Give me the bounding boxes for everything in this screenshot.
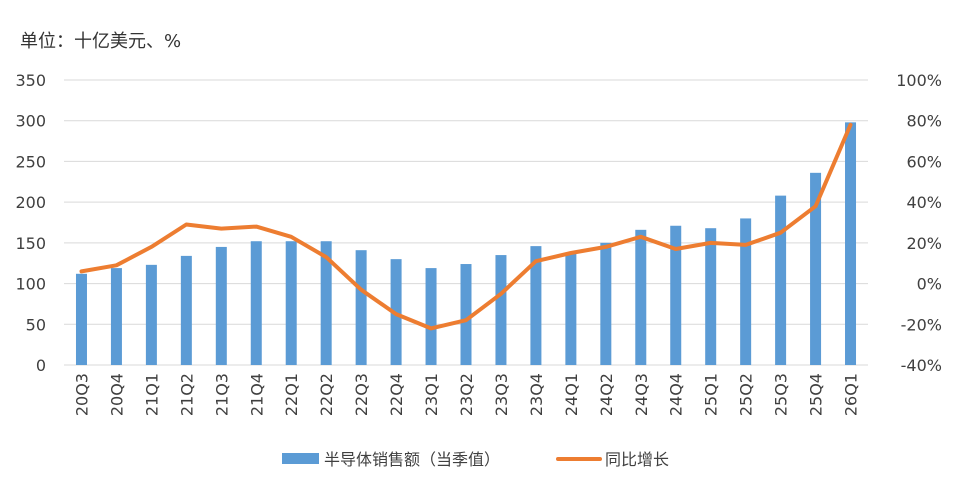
legend-bar-swatch [282,453,319,464]
x-tick-label: 20Q3 [72,373,91,416]
left-tick-label: 100 [15,275,46,294]
bar [635,230,646,365]
x-tick-label: 22Q2 [317,373,336,416]
bar [111,268,122,365]
bar [845,122,856,365]
bar [705,228,716,365]
x-tick-label: 21Q2 [177,373,196,416]
bar [251,241,262,365]
x-tick-label: 24Q1 [562,373,581,416]
right-tick-label: 40% [906,193,942,212]
bar [286,241,297,365]
left-tick-label: 50 [26,315,46,334]
right-tick-label: -20% [901,315,942,334]
x-tick-label: 24Q3 [632,373,651,416]
right-tick-label: 0% [917,275,942,294]
legend: 半导体销售额（当季值） 同比增长 [282,450,669,469]
x-tick-label: 23Q2 [457,373,476,416]
left-tick-label: 300 [15,112,46,131]
x-tick-label: 23Q4 [527,373,546,416]
x-tick-label: 21Q3 [212,373,231,416]
x-axis-ticks: 20Q3 20Q4 21Q1 21Q2 21Q3 21Q4 22Q1 22Q2 22Q3 22Q4… [72,373,860,416]
unit-label: 单位：十亿美元、% [20,31,181,52]
bar [461,264,472,365]
x-tick-label: 25Q4 [807,373,826,416]
right-axis-ticks: -40% -20% 0% 20% 40% 60% 80% 100% [896,71,942,375]
x-tick-label: 21Q1 [142,373,161,416]
bar [775,196,786,365]
bar [740,218,751,365]
x-tick-label: 25Q2 [737,373,756,416]
x-tick-label: 24Q4 [667,373,686,416]
bar [356,250,367,365]
left-tick-label: 200 [15,193,46,212]
x-tick-label: 22Q4 [387,373,406,416]
x-tick-label: 24Q2 [597,373,616,416]
left-tick-label: 0 [36,356,46,375]
bar [146,265,157,365]
bar [495,255,506,365]
right-tick-label: 60% [906,152,942,171]
left-axis-ticks: 0 50 100 150 200 250 300 350 [15,71,46,375]
x-tick-label: 25Q1 [702,373,721,416]
x-tick-label: 23Q3 [492,373,511,416]
x-tick-label: 20Q4 [107,373,126,416]
bar [600,243,611,365]
bar [565,253,576,365]
right-tick-label: 80% [906,112,942,131]
x-tick-label: 22Q1 [282,373,301,416]
legend-line-label: 同比增长 [605,450,669,469]
x-tick-label: 21Q4 [247,373,266,416]
bar [181,256,192,365]
left-tick-label: 250 [15,152,46,171]
bar [76,274,87,365]
right-tick-label: -40% [901,356,942,375]
legend-bar-label: 半导体销售额（当季值） [324,450,500,469]
x-tick-label: 26Q1 [842,373,861,416]
right-tick-label: 20% [906,234,942,253]
x-tick-label: 22Q3 [352,373,371,416]
bar [216,247,227,365]
left-tick-label: 350 [15,71,46,90]
bar [426,268,437,365]
right-tick-label: 100% [896,71,942,90]
x-tick-label: 25Q3 [772,373,791,416]
x-tick-label: 23Q1 [422,373,441,416]
left-tick-label: 150 [15,234,46,253]
